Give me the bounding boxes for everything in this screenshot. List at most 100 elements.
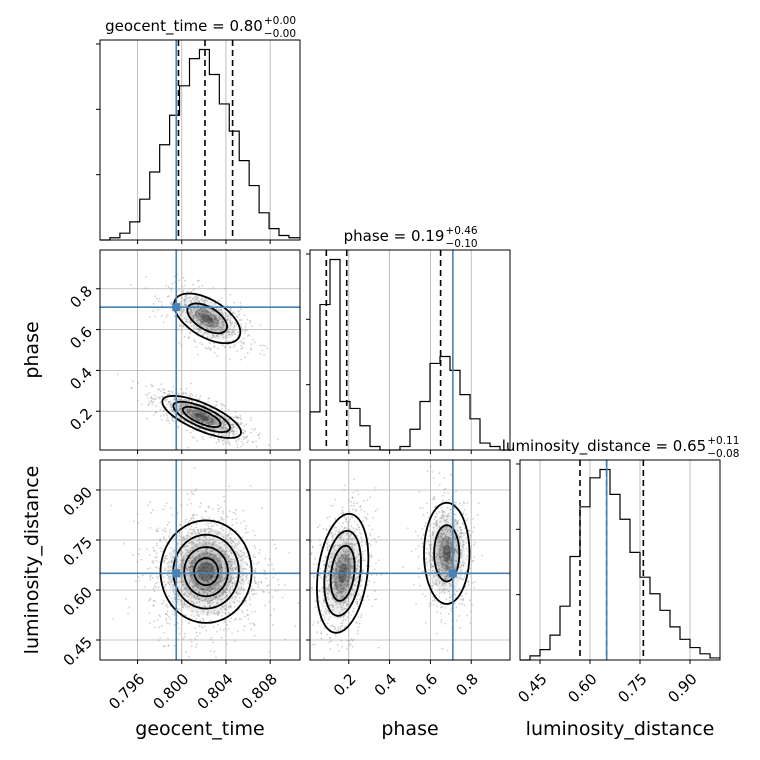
sample-point [352,544,354,547]
sample-point [375,541,378,544]
sample-point [190,300,192,303]
sample-point [203,563,206,566]
sample-point [347,498,350,501]
sample-point [454,550,456,552]
sample-point [220,308,223,311]
sample-point [463,541,465,544]
sample-point [183,299,186,302]
sample-point [137,382,140,384]
sample-point [179,407,182,410]
sample-point [173,412,176,414]
sample-point [184,604,187,606]
sample-point [159,415,162,417]
sample-point [182,537,185,540]
sample-point [189,541,192,544]
sample-point [226,427,228,430]
sample-point [226,547,229,549]
sample-point [231,430,233,432]
sample-point [181,403,183,406]
sample-point [433,518,436,520]
sample-point [228,431,231,434]
sample-point [471,604,473,606]
sample-point [240,418,243,421]
sample-point [201,322,204,325]
sample-point [429,523,432,526]
sample-point [437,578,440,580]
sample-point [224,423,227,426]
sample-point [226,418,228,421]
sample-point [141,574,144,577]
sample-point [173,397,176,399]
sample-point [146,394,149,396]
sample-point [326,517,329,520]
sample-point [221,421,224,424]
sample-point [135,580,137,583]
sample-point [231,562,234,565]
sample-point [177,410,180,413]
sample-point [216,334,219,337]
sample-point [176,512,179,514]
sample-point [467,584,470,587]
sample-point [218,557,221,560]
sample-point [318,600,321,603]
sample-point [436,589,439,592]
sample-point [197,565,200,568]
sample-point [229,430,232,433]
sample-point [336,562,338,564]
sample-point [173,624,176,626]
sample-point [180,297,183,300]
sample-point [192,585,195,587]
sample-point [201,413,203,416]
sample-point [446,566,449,569]
sample-point [182,539,185,542]
sample-point [454,548,457,550]
sample-point [238,541,240,543]
sample-point [206,575,208,578]
sample-point [364,559,366,562]
sample-point [460,577,462,580]
sample-point [221,592,223,594]
sample-point [245,562,248,565]
sample-point [210,553,213,555]
sample-point [241,440,243,443]
sample-point [190,404,192,407]
sample-point [208,317,211,320]
sample-point [179,312,181,315]
sample-point [182,289,185,292]
sample-point [178,398,181,401]
sample-point [202,591,205,593]
sample-point [223,426,226,429]
sample-point [454,549,456,551]
sample-point [205,310,208,313]
sample-point [195,556,197,559]
sample-point [242,337,245,340]
sample-point [226,623,229,626]
sample-point [179,417,182,420]
sample-point [209,324,212,327]
sample-point [345,557,348,560]
sample-point [346,581,349,584]
sample-point [209,436,212,439]
sample-point [449,567,452,570]
sample-point [211,567,214,570]
sample-point [172,596,175,599]
sample-point [234,596,237,599]
sample-point [151,403,154,406]
sample-point [192,543,195,545]
sample-point [462,546,465,549]
sample-point [327,587,330,590]
sample-point [445,575,448,578]
sample-point [211,422,213,425]
sample-point [362,557,365,560]
sample-point [319,524,321,526]
sample-point [339,622,342,625]
sample-point [235,430,238,433]
sample-point [330,640,333,643]
sample-point [375,562,377,564]
sample-point [184,402,186,405]
sample-point [443,476,446,479]
sample-point [235,518,238,521]
sample-point [195,416,198,419]
sample-point [288,551,291,554]
sample-point [194,532,197,535]
